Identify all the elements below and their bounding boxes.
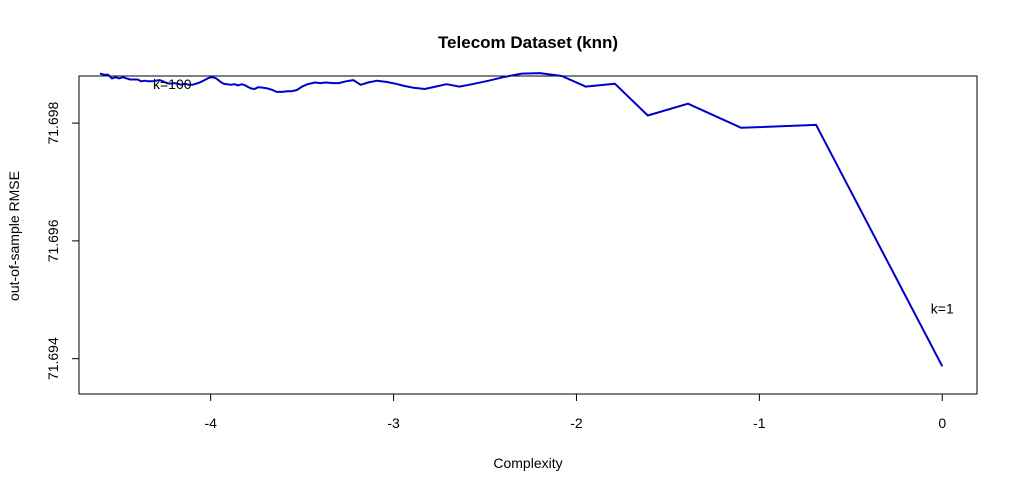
x-axis-label: Complexity: [493, 455, 562, 471]
y-axis-label: out-of-sample RMSE: [6, 171, 22, 301]
y-tick-label: 71.698: [45, 101, 61, 144]
y-tick-label: 71.694: [45, 337, 61, 380]
series-layer: [99, 72, 944, 367]
annotation-layer: k=100 k=1: [153, 76, 954, 316]
annotation-label: k=1: [931, 300, 954, 316]
x-tick-label: -4: [204, 415, 217, 431]
x-tick-label: -1: [753, 415, 766, 431]
y-tick-label: 71.696: [45, 219, 61, 262]
series-line: [99, 72, 944, 367]
chart-title: Telecom Dataset (knn): [438, 33, 618, 52]
x-tick-label: -3: [387, 415, 400, 431]
y-axis: 71.694 71.696 71.698: [45, 101, 79, 380]
x-tick-label: -2: [570, 415, 583, 431]
annotation-label: k=100: [153, 76, 192, 92]
x-tick-label: 0: [938, 415, 946, 431]
x-axis: -4 -3 -2 -1 0: [204, 394, 946, 431]
plot-frame: [78, 75, 978, 395]
